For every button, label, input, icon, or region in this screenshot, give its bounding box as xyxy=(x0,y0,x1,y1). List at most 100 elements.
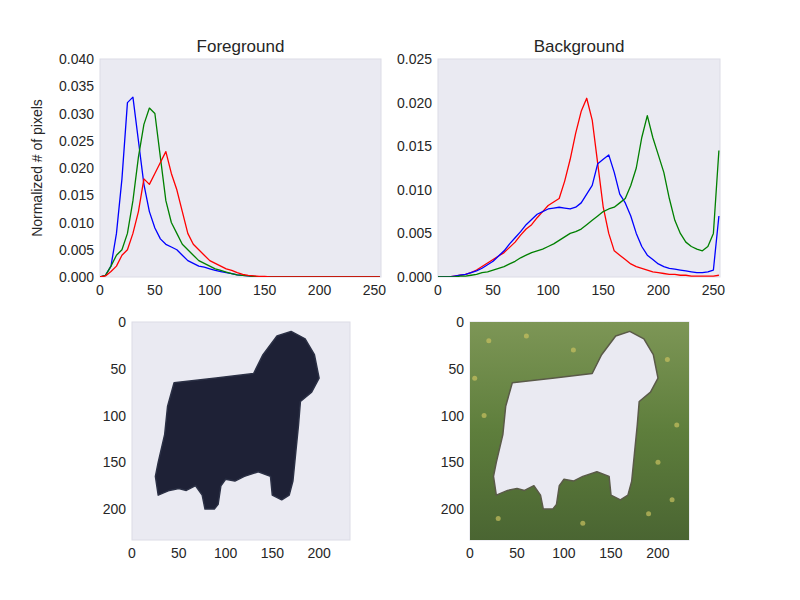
x-tick xyxy=(319,277,320,280)
grass-spot xyxy=(580,521,585,526)
x-tick xyxy=(178,540,179,543)
plot-area xyxy=(132,322,350,540)
x-tick xyxy=(563,540,564,543)
y-tick xyxy=(467,322,470,323)
y-tick-label: 0.000 xyxy=(397,269,432,285)
grass-image xyxy=(470,322,689,540)
x-tick-label: 200 xyxy=(307,545,331,561)
x-tick xyxy=(657,540,658,543)
x-tick xyxy=(100,277,101,280)
y-tick-label: 0.005 xyxy=(397,225,432,241)
marks xyxy=(470,322,689,540)
chart: 0501001502002500.0000.0050.0100.0150.020… xyxy=(29,37,386,298)
y-tick-label: 0.015 xyxy=(397,138,432,154)
dog-hole xyxy=(494,331,659,509)
x-tick xyxy=(154,277,155,280)
x-tick-label: 150 xyxy=(261,545,285,561)
y-tick xyxy=(435,233,438,234)
grass-spot xyxy=(646,511,651,516)
y-tick xyxy=(467,462,470,463)
chart: 050100150200050100150200 xyxy=(103,314,350,561)
grass-spot xyxy=(496,516,501,521)
x-tick xyxy=(225,540,226,543)
x-tick-label: 50 xyxy=(147,282,163,298)
chart-title: Background xyxy=(534,37,625,56)
y-tick-label: 0.015 xyxy=(59,187,94,203)
y-tick xyxy=(97,86,100,87)
x-tick xyxy=(374,277,375,280)
y-tick-label: 0.025 xyxy=(59,133,94,149)
x-tick-label: 50 xyxy=(509,545,525,561)
grass-spot xyxy=(524,334,529,339)
y-tick-label: 0.025 xyxy=(397,51,432,67)
y-tick xyxy=(97,277,100,278)
marks xyxy=(100,97,380,277)
x-tick-label: 0 xyxy=(96,282,104,298)
y-tick-label: 0.020 xyxy=(59,160,94,176)
x-tick-label: 0 xyxy=(434,282,442,298)
y-tick-label: 0 xyxy=(118,314,126,330)
x-tick-label: 100 xyxy=(214,545,238,561)
y-tick-label: 50 xyxy=(448,361,464,377)
plot-area xyxy=(438,59,720,277)
x-tick-label: 50 xyxy=(485,282,501,298)
x-tick xyxy=(272,540,273,543)
x-tick xyxy=(610,540,611,543)
y-tick xyxy=(467,509,470,510)
grass-spot xyxy=(486,338,491,343)
y-tick-label: 150 xyxy=(103,454,127,470)
x-tick xyxy=(603,277,604,280)
y-tick xyxy=(435,59,438,60)
y-tick xyxy=(435,146,438,147)
y-tick xyxy=(97,140,100,141)
x-tick xyxy=(713,277,714,280)
x-tick xyxy=(438,277,439,280)
y-tick xyxy=(129,415,132,416)
y-tick xyxy=(97,249,100,250)
x-tick-label: 200 xyxy=(646,545,670,561)
x-tick-label: 150 xyxy=(592,282,616,298)
y-tick xyxy=(97,59,100,60)
series-line xyxy=(100,97,380,277)
y-tick-label: 0.010 xyxy=(59,215,94,231)
y-tick xyxy=(97,222,100,223)
x-tick-label: 250 xyxy=(702,282,726,298)
y-tick-label: 0.040 xyxy=(59,51,94,67)
y-tick-label: 0.030 xyxy=(59,106,94,122)
y-tick-label: 0.035 xyxy=(59,78,94,94)
x-tick-label: 200 xyxy=(647,282,671,298)
series-line xyxy=(100,108,380,277)
figure: 0 50 100 150 200 250 0.000 0.005 0.010 0.015 0.020… xyxy=(0,0,800,600)
x-tick-label: 50 xyxy=(171,545,187,561)
series-line xyxy=(100,152,380,277)
x-tick xyxy=(132,540,133,543)
y-tick-label: 0.020 xyxy=(397,95,432,111)
series-line xyxy=(438,155,719,277)
x-tick-label: 200 xyxy=(308,282,332,298)
y-tick xyxy=(129,462,132,463)
series-line xyxy=(438,116,719,277)
grass-spot xyxy=(665,357,670,362)
x-tick xyxy=(516,540,517,543)
plot-area xyxy=(470,322,689,540)
y-tick xyxy=(435,102,438,103)
x-tick xyxy=(319,540,320,543)
x-tick xyxy=(493,277,494,280)
y-tick xyxy=(129,509,132,510)
x-tick-label: 0 xyxy=(466,545,474,561)
series-line xyxy=(438,98,719,277)
y-tick-label: 200 xyxy=(441,501,465,517)
y-tick xyxy=(129,322,132,323)
y-tick xyxy=(129,368,132,369)
x-tick xyxy=(264,277,265,280)
y-tick xyxy=(97,168,100,169)
grass-spot xyxy=(670,497,675,502)
chart: 0501001502002500.0000.0050.0100.0150.020… xyxy=(397,37,725,298)
grass-spot xyxy=(655,460,660,465)
y-tick xyxy=(435,277,438,278)
y-tick-label: 150 xyxy=(441,454,465,470)
x-tick-label: 0 xyxy=(128,545,136,561)
chart: 050100150200050100150200 xyxy=(441,314,689,561)
y-tick xyxy=(435,189,438,190)
x-tick-label: 150 xyxy=(599,545,623,561)
